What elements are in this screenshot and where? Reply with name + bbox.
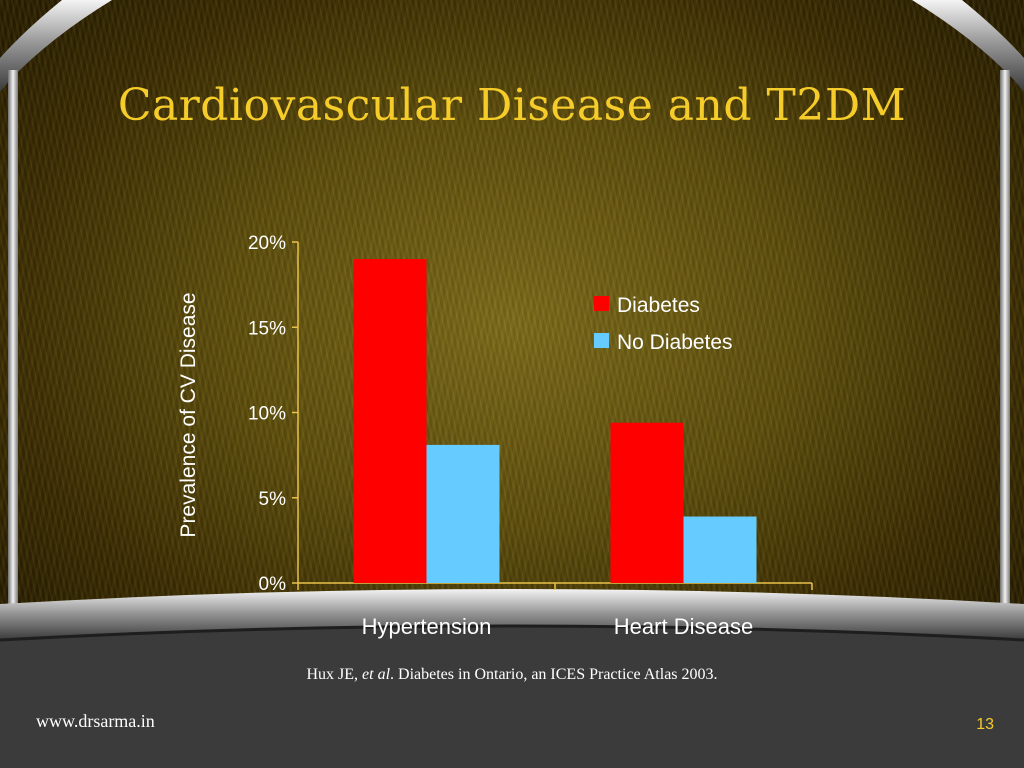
legend-label: Diabetes [617,294,700,317]
frame-right-bar [1000,70,1010,630]
citation-author: Hux JE, [306,666,363,683]
x-category-label: Heart Disease [614,614,753,639]
frame-top-right [912,0,1024,92]
legend-swatch [594,333,609,348]
bar-diabetes [353,259,427,583]
bar-diabetes [610,422,684,583]
legend-swatch [594,296,609,311]
x-category-label: Hypertension [362,614,492,639]
citation-etal: et al [362,666,391,683]
frame-bottom-arch [0,589,1024,640]
footer-website: www.drsarma.in [36,711,155,731]
y-tick-label: 0% [259,574,287,595]
footer-panel [0,626,1024,768]
bar-no-diabetes [683,516,757,583]
page-number: 13 [976,716,994,733]
y-axis-title: Prevalence of CV Disease [177,292,200,537]
y-tick-label: 5% [259,489,287,510]
frame-top-left [0,0,112,92]
frame-left-bar [8,70,18,630]
y-tick-label: 15% [248,318,286,339]
slide-title: Cardiovascular Disease and T2DM [117,80,907,131]
legend-label: No Diabetes [617,331,733,354]
citation-source: . Diabetes in Ontario, an ICES Practice … [390,666,718,683]
y-tick-label: 20% [248,233,286,254]
bar-no-diabetes [426,444,500,583]
citation: Hux JE, et al. Diabetes in Ontario, an I… [0,666,1024,684]
y-tick-label: 10% [248,404,286,425]
footer-panel-edge [0,624,1024,642]
